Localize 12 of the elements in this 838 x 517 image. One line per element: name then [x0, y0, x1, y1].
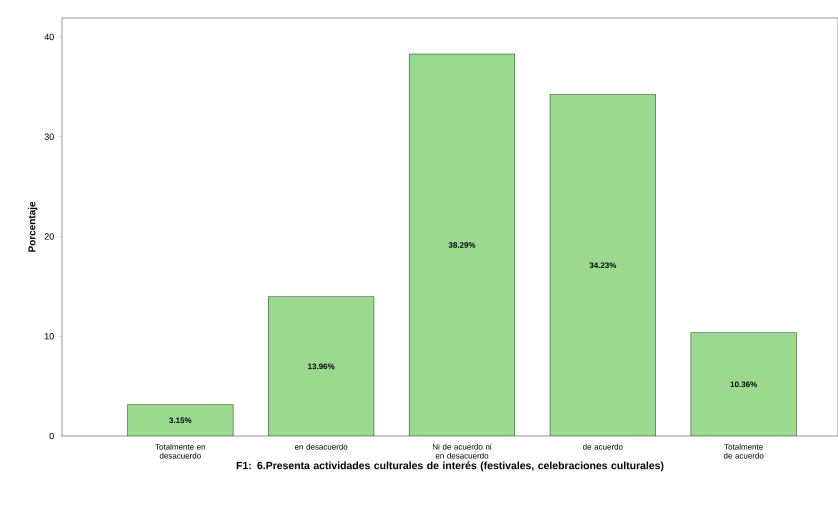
- y-tick-label: 20: [44, 233, 54, 240]
- y-tick-label: 40: [44, 34, 54, 40]
- y-tick-label: 30: [44, 134, 54, 140]
- bar: [690, 332, 797, 436]
- x-axis-title: F1: 6.Presenta actividades culturales de interés (festivales, celebraciones culturales): [236, 461, 664, 472]
- bar: [408, 54, 515, 436]
- y-tick-label: 10: [44, 333, 54, 340]
- y-tick-label: 0: [50, 432, 54, 440]
- y-axis-title: Porcentaje: [28, 202, 38, 252]
- bar: [127, 404, 234, 436]
- bar: [268, 296, 374, 436]
- bar: [550, 94, 656, 436]
